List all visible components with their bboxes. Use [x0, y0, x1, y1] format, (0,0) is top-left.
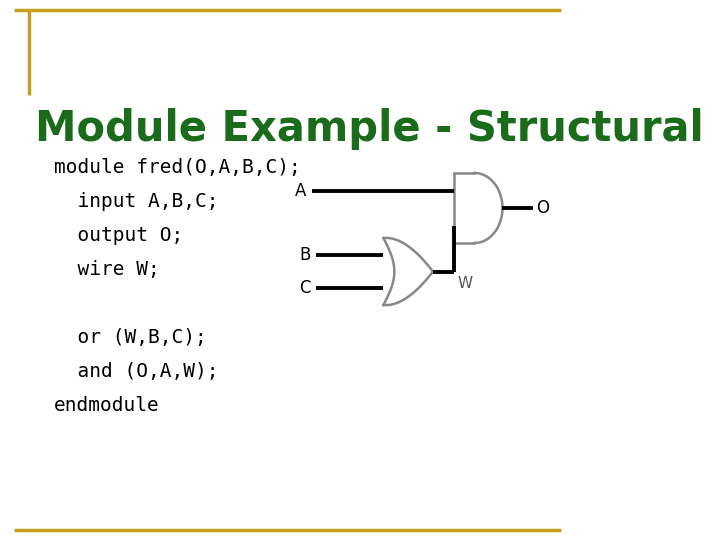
Text: module fred(O,A,B,C);: module fred(O,A,B,C); — [54, 158, 301, 177]
Text: wire W;: wire W; — [54, 260, 160, 279]
Text: O: O — [536, 199, 549, 217]
Text: output O;: output O; — [54, 226, 184, 245]
Text: endmodule: endmodule — [54, 396, 160, 415]
Text: or (W,B,C);: or (W,B,C); — [54, 328, 207, 347]
Text: and (O,A,W);: and (O,A,W); — [54, 362, 219, 381]
Text: input A,B,C;: input A,B,C; — [54, 192, 219, 211]
Text: W: W — [458, 275, 473, 291]
Text: A: A — [295, 181, 307, 199]
Text: Module Example - Structural: Module Example - Structural — [35, 108, 704, 150]
Text: C: C — [300, 279, 311, 297]
Text: B: B — [300, 246, 311, 264]
